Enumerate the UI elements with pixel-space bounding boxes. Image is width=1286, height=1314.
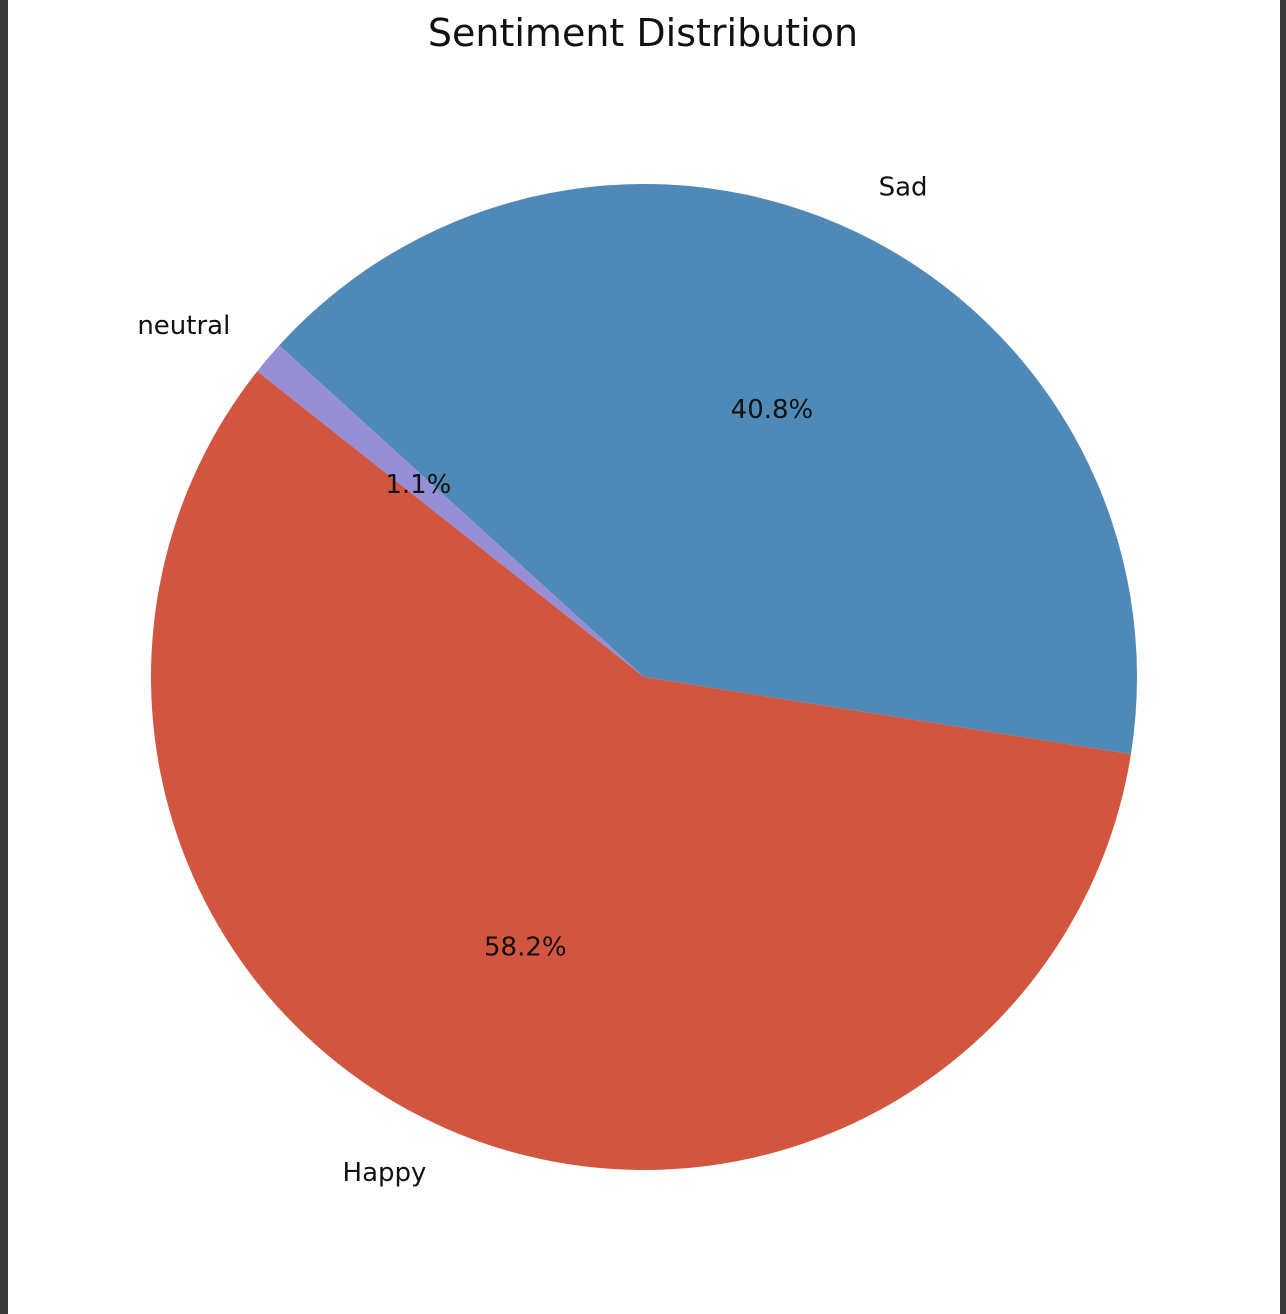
slice-percent-sad: 40.8% [731,395,814,425]
pie-slice-sad [279,184,1137,755]
slice-label-happy: Happy [343,1158,427,1188]
pie-slice-neutral [257,345,644,677]
slice-label-neutral: neutral [137,311,230,341]
pie-slices [150,184,1137,1170]
left-border [0,0,8,1314]
right-border [1280,0,1286,1314]
pie-slice-happy [150,371,1131,1170]
slice-percent-neutral: 1.1% [385,470,451,500]
chart-title: Sentiment Distribution [428,11,858,55]
slice-percent-happy: 58.2% [484,932,567,962]
slice-label-sad: Sad [879,173,928,203]
pie-labels: Sad 40.8% neutral 1.1% Happy 58.2% [137,173,927,1189]
